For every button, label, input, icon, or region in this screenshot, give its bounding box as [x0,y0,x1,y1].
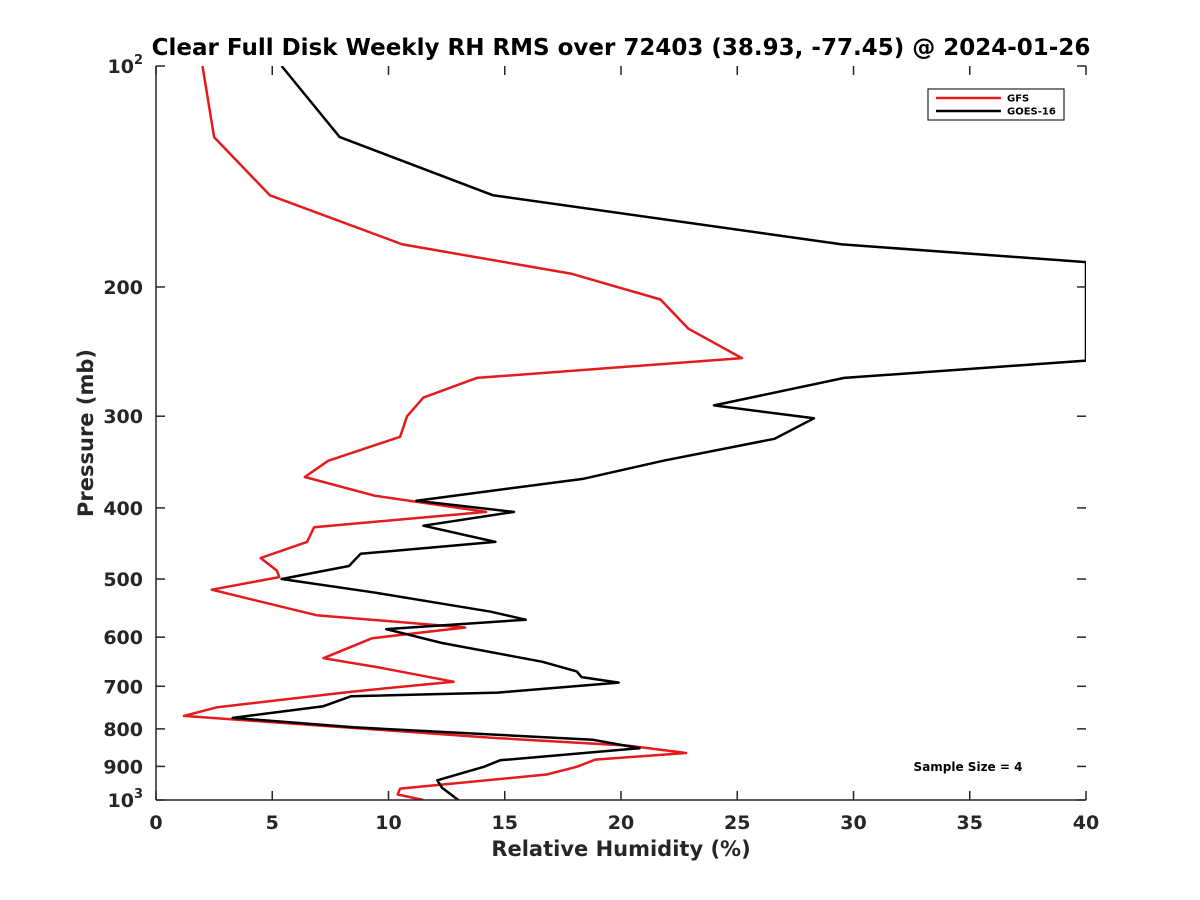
x-tick-label: 0 [149,812,162,834]
series-layer [182,66,1086,800]
y-axis-label: Pressure (mb) [74,349,98,517]
y-tick-base: 900 [103,756,143,778]
x-tick-label: 30 [840,812,866,834]
y-tick-label: 400 [103,498,143,520]
x-tick-label: 20 [608,812,634,834]
y-tick-exponent: 3 [134,787,143,802]
plot-frame [156,66,1086,800]
x-tick-label: 40 [1073,812,1099,834]
legend-box [927,88,1065,121]
x-axis-label: Relative Humidity (%) [491,837,750,861]
series-line-0 [182,66,744,800]
y-tick-base: 500 [103,569,143,591]
y-tick-label: 900 [103,756,143,778]
x-tick-label: 5 [266,812,279,834]
y-tick-base: 800 [103,719,143,741]
y-tick-base: 200 [103,277,143,299]
chart-title: Clear Full Disk Weekly RH RMS over 72403… [152,35,1091,61]
x-tick-label: 15 [492,812,518,834]
y-tick-label: 500 [103,569,143,591]
plot-area [155,66,1086,801]
x-tick-label: 25 [724,812,750,834]
y-tick-label: 200 [103,277,143,299]
y-tick-exponent: 2 [134,53,143,68]
y-tick-label: 300 [103,406,143,428]
y-tick-base: 400 [103,498,143,520]
y-tick-base: 300 [103,406,143,428]
y-tick-base: 10 [108,56,134,78]
y-tick-label: 103 [108,787,144,812]
legend-label-1: GOES-16 [1007,107,1056,118]
sample-size-annotation: Sample Size = 4 [914,760,1023,774]
legend: GFS GOES-16 [927,88,1065,121]
y-tick-label: 102 [108,53,144,78]
y-tick-base: 700 [103,676,143,698]
x-tick-label: 10 [375,812,401,834]
y-tick-label: 600 [103,627,143,649]
y-tick-base: 10 [108,790,134,812]
x-axis-ticks: 0 5 10 15 20 25 30 35 40 [149,66,1099,834]
series-line-1 [231,66,1086,800]
legend-label-0: GFS [1007,94,1029,105]
y-tick-label: 800 [103,719,143,741]
x-tick-label: 35 [957,812,983,834]
y-tick-label: 700 [103,676,143,698]
y-tick-base: 600 [103,627,143,649]
